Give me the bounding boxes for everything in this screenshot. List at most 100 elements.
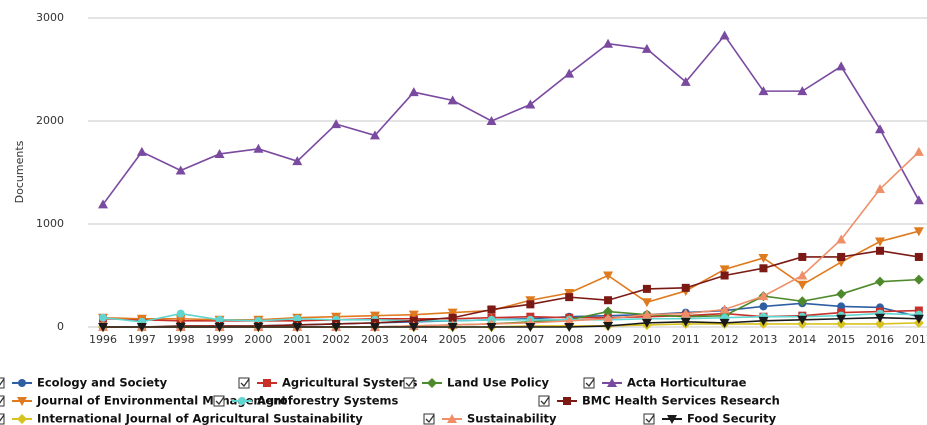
data-point [447,95,458,105]
legend-swatch-marker [263,379,271,387]
data-point [98,199,108,209]
legend-checkbox [403,377,415,389]
x-tick-label: 2016 [866,333,894,346]
data-point [641,298,652,308]
data-point [875,124,885,134]
legend-label: BMC Health Services Research [582,394,780,408]
legend-label: Ecology and Society [37,376,168,390]
y-axis-label: Documents [13,140,26,203]
legend-label: International Journal of Agricultural Su… [37,412,363,425]
data-point [758,291,769,301]
x-tick-label: 2015 [827,333,855,346]
legend-checkbox [583,377,595,389]
data-point [913,314,924,324]
legend-item: International Journal of Agricultural Su… [0,412,363,425]
series-line [102,34,920,205]
data-point [603,321,614,331]
data-point [214,323,225,332]
legend-label: Agroforestry Systems [257,394,398,408]
x-tick-label: 2008 [555,333,583,346]
legend-item: Food Security [643,412,777,425]
data-point [292,323,303,332]
data-point [98,323,108,332]
data-point [447,323,458,332]
y-tick-label: 1000 [36,217,64,230]
data-point [408,87,419,97]
x-tick-label: 2017 [905,333,927,346]
legend-item: BMC Health Services Research [538,394,780,408]
data-point [759,264,768,273]
data-point [680,317,691,327]
legend-check [645,414,655,424]
y-tick-label: 2000 [36,114,64,127]
data-point [369,130,380,140]
data-point [448,313,457,322]
legend-swatch-marker [238,397,246,405]
legend-checkbox [213,395,225,407]
data-point [641,318,652,328]
data-point [486,116,497,125]
legend-check [0,414,5,422]
legend-swatch-marker [17,414,27,424]
data-point [136,323,147,332]
x-tick-label: 2014 [788,333,816,346]
data-point [875,237,885,247]
data-point [487,305,496,314]
legend-checkbox [0,395,5,407]
x-tick-label: 2010 [633,333,661,346]
data-point [914,306,923,315]
data-point [253,143,264,153]
data-point [408,310,419,320]
x-tick-label: 2007 [516,333,544,346]
legend-item: Agricultural Systems [238,376,418,390]
data-point [875,183,885,193]
x-tick-label: 1998 [167,333,195,346]
data-point [564,323,575,332]
legend-label: Food Security [687,412,777,425]
data-point [719,30,730,40]
x-tick-label: 2002 [322,333,350,346]
x-tick-label: 2011 [672,333,700,346]
x-tick-label: 1999 [206,333,234,346]
data-point [603,38,614,48]
legend-item: Agroforestry Systems [213,394,398,408]
x-tick-label: 2003 [361,333,389,346]
data-point [720,271,729,280]
data-point [913,146,924,156]
legend-check [405,378,415,388]
legend-item: Ecology and Society [0,376,168,390]
legend-swatch-marker [563,397,571,405]
data-point [565,293,574,302]
legend-check [425,414,435,424]
data-point [876,246,884,255]
y-tick-label: 0 [57,320,64,333]
data-point [564,315,575,325]
data-point [914,252,923,261]
data-point [797,86,808,96]
legend-label: Land Use Policy [447,376,550,390]
data-point [447,308,458,318]
legend-checkbox [0,377,5,389]
x-tick-label: 2004 [400,333,428,346]
x-tick-label: 1997 [128,333,156,346]
data-point [603,313,614,323]
data-point [409,316,418,325]
data-point [797,270,808,280]
data-point [642,284,651,293]
x-tick-label: 2006 [478,333,506,346]
legend-checkbox [643,413,655,425]
y-tick-label: 3000 [36,11,64,24]
data-point [99,313,107,322]
legend-check [585,378,595,388]
data-point [369,323,380,332]
data-point [875,313,885,323]
data-point [836,61,847,71]
x-tick-label: 2001 [283,333,311,346]
data-point [136,146,147,156]
data-point [680,308,691,318]
data-point [292,156,303,166]
data-point [526,300,535,309]
data-point [836,318,847,329]
